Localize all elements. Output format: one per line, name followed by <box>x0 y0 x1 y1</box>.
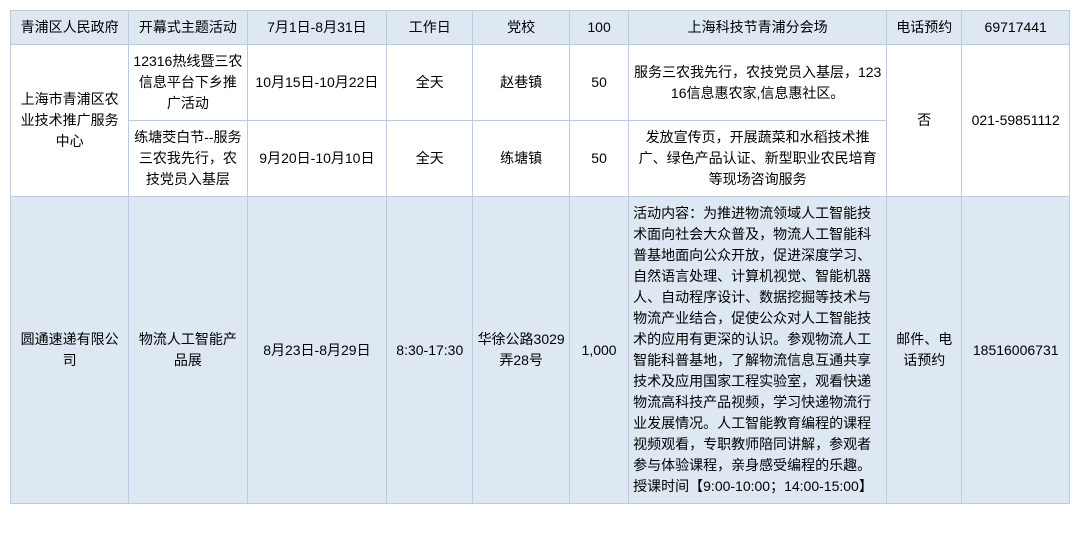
cell-place: 华徐公路3029弄28号 <box>473 197 570 504</box>
cell-method: 电话预约 <box>887 11 962 45</box>
cell-desc: 发放宣传页，开展蔬菜和水稻技术推广、绿色产品认证、新型职业农民培育等现场咨询服务 <box>629 121 887 197</box>
cell-time: 工作日 <box>387 11 473 45</box>
cell-phone: 021-59851112 <box>962 45 1070 197</box>
cell-place: 党校 <box>473 11 570 45</box>
cell-cap: 50 <box>570 121 629 197</box>
cell-date: 7月1日-8月31日 <box>247 11 387 45</box>
cell-place: 练塘镇 <box>473 121 570 197</box>
cell-event: 12316热线暨三农信息平台下乡推广活动 <box>129 45 247 121</box>
cell-event: 物流人工智能产品展 <box>129 197 247 504</box>
events-table: 青浦区人民政府 开幕式主题活动 7月1日-8月31日 工作日 党校 100 上海… <box>10 10 1070 504</box>
cell-phone: 69717441 <box>962 11 1070 45</box>
cell-place: 赵巷镇 <box>473 45 570 121</box>
cell-org: 圆通速递有限公司 <box>11 197 129 504</box>
table-row: 圆通速递有限公司 物流人工智能产品展 8月23日-8月29日 8:30-17:3… <box>11 197 1070 504</box>
cell-org: 上海市青浦区农业技术推广服务中心 <box>11 45 129 197</box>
cell-date: 10月15日-10月22日 <box>247 45 387 121</box>
cell-desc: 上海科技节青浦分会场 <box>629 11 887 45</box>
cell-desc: 服务三农我先行，农技党员入基层，12316信息惠农家,信息惠社区。 <box>629 45 887 121</box>
cell-cap: 50 <box>570 45 629 121</box>
cell-org: 青浦区人民政府 <box>11 11 129 45</box>
cell-event: 开幕式主题活动 <box>129 11 247 45</box>
cell-time: 全天 <box>387 121 473 197</box>
cell-desc: 活动内容：为推进物流领域人工智能技术面向社会大众普及，物流人工智能科普基地面向公… <box>629 197 887 504</box>
cell-time: 8:30-17:30 <box>387 197 473 504</box>
cell-event: 练塘茭白节--服务三农我先行，农技党员入基层 <box>129 121 247 197</box>
cell-phone: 18516006731 <box>962 197 1070 504</box>
table-row: 青浦区人民政府 开幕式主题活动 7月1日-8月31日 工作日 党校 100 上海… <box>11 11 1070 45</box>
cell-date: 8月23日-8月29日 <box>247 197 387 504</box>
cell-cap: 1,000 <box>570 197 629 504</box>
cell-method: 否 <box>887 45 962 197</box>
cell-date: 9月20日-10月10日 <box>247 121 387 197</box>
cell-cap: 100 <box>570 11 629 45</box>
table-row: 上海市青浦区农业技术推广服务中心 12316热线暨三农信息平台下乡推广活动 10… <box>11 45 1070 121</box>
cell-time: 全天 <box>387 45 473 121</box>
cell-method: 邮件、电话预约 <box>887 197 962 504</box>
